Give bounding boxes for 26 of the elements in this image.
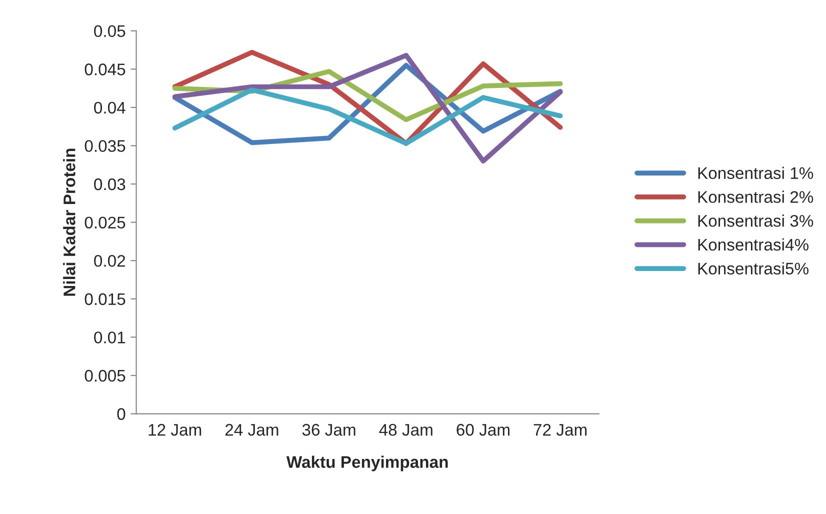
y-tick-label: 0.01 bbox=[94, 332, 126, 344]
y-tick-label: 0.045 bbox=[84, 64, 126, 76]
y-tick-label: 0.015 bbox=[84, 293, 126, 306]
line-series bbox=[172, 52, 563, 164]
y-tick-label: 0.04 bbox=[94, 102, 126, 114]
y-tick-label: 0.005 bbox=[84, 370, 126, 382]
y-tick-label: 0.03 bbox=[94, 178, 126, 190]
y-axis-title: Nilai Kadar Protein bbox=[63, 148, 76, 296]
x-tick-label: 72 Jam bbox=[534, 424, 587, 436]
y-tick-label: 0.025 bbox=[84, 216, 126, 229]
x-axis-title: Waktu Penyimpanan bbox=[286, 456, 448, 472]
y-tick-label: 0.05 bbox=[94, 25, 126, 38]
y-tick-label: 0 bbox=[117, 408, 126, 420]
x-tick-label: 24 Jam bbox=[225, 424, 278, 436]
x-tick-label: 12 Jam bbox=[148, 424, 202, 436]
legend-label: Konsentrasi5% bbox=[698, 262, 808, 275]
x-tick-label: 48 Jam bbox=[379, 424, 432, 436]
line-series bbox=[172, 87, 563, 146]
legend-label: Konsentrasi4% bbox=[698, 238, 808, 251]
legend-label: Konsentrasi 1% bbox=[698, 166, 814, 180]
x-tick-label: 60 Jam bbox=[456, 424, 510, 436]
y-tick-label: 0.035 bbox=[84, 140, 126, 152]
legend-label: Konsentrasi 2% bbox=[698, 190, 814, 203]
y-tick-label: 0.02 bbox=[94, 255, 126, 267]
legend-label: Konsentrasi 3% bbox=[698, 214, 814, 227]
x-tick-label: 36 Jam bbox=[302, 424, 356, 436]
